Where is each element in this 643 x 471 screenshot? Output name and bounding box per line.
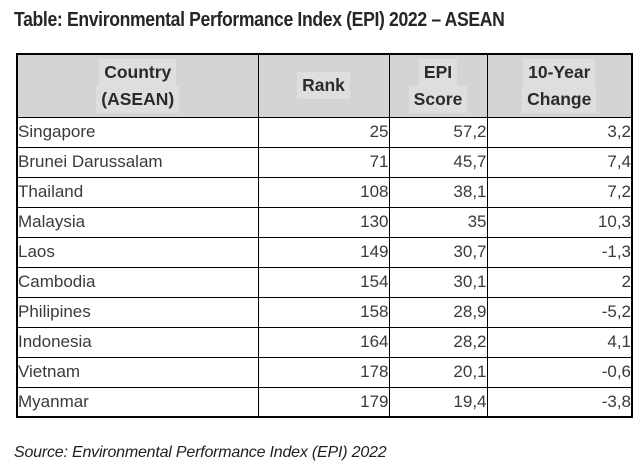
cell-rank: 178 bbox=[257, 356, 390, 388]
table-title: Table: Environmental Performance Index (… bbox=[14, 9, 505, 31]
table-row: Singapore 25 57,2 3,2 bbox=[16, 116, 633, 148]
cell-epi_score: 28,2 bbox=[388, 326, 488, 358]
cell-ten_year_change: 2 bbox=[486, 266, 633, 298]
cell-ten_year_change: 10,3 bbox=[486, 206, 633, 238]
table-row: Cambodia 154 30,1 2 bbox=[16, 266, 633, 298]
cell-rank: 158 bbox=[257, 296, 390, 328]
cell-rank: 179 bbox=[257, 386, 390, 418]
cell-country: Malaysia bbox=[16, 206, 259, 238]
cell-epi_score: 57,2 bbox=[388, 116, 488, 148]
column-header-country: Country (ASEAN) bbox=[16, 53, 259, 118]
cell-country: Thailand bbox=[16, 176, 259, 208]
table-row: Philipines 158 28,9 -5,2 bbox=[16, 296, 633, 328]
table-row: Laos 149 30,7 -1,3 bbox=[16, 236, 633, 268]
cell-rank: 164 bbox=[257, 326, 390, 358]
cell-rank: 149 bbox=[257, 236, 390, 268]
cell-country: Indonesia bbox=[16, 326, 259, 358]
cell-epi_score: 38,1 bbox=[388, 176, 488, 208]
cell-ten_year_change: 7,2 bbox=[486, 176, 633, 208]
cell-ten_year_change: -3,8 bbox=[486, 386, 633, 418]
cell-country: Singapore bbox=[16, 116, 259, 148]
table-row: Myanmar 179 19,4 -3,8 bbox=[16, 386, 633, 418]
cell-epi_score: 30,7 bbox=[388, 236, 488, 268]
cell-rank: 130 bbox=[257, 206, 390, 238]
column-header-label: (ASEAN) bbox=[96, 85, 180, 113]
cell-epi_score: 20,1 bbox=[388, 356, 488, 388]
column-header-rank: Rank bbox=[257, 53, 390, 118]
table-row: Malaysia 130 35 10,3 bbox=[16, 206, 633, 238]
column-header-label: Rank bbox=[297, 72, 350, 100]
table-body: Singapore 25 57,2 3,2 Brunei Darussalam 71 45,… bbox=[16, 116, 633, 418]
cell-ten_year_change: 7,4 bbox=[486, 146, 633, 178]
cell-ten_year_change: -0,6 bbox=[486, 356, 633, 388]
cell-country: Vietnam bbox=[16, 356, 259, 388]
source-note: Source: Environmental Performance Index … bbox=[14, 444, 387, 461]
column-header-label: Change bbox=[522, 85, 597, 113]
table-row: Thailand 108 38,1 7,2 bbox=[16, 176, 633, 208]
column-header-label: EPI bbox=[418, 58, 458, 86]
table-row: Brunei Darussalam 71 45,7 7,4 bbox=[16, 146, 633, 178]
cell-country: Laos bbox=[16, 236, 259, 268]
cell-ten_year_change: 4,1 bbox=[486, 326, 633, 358]
cell-rank: 108 bbox=[257, 176, 390, 208]
cell-epi_score: 45,7 bbox=[388, 146, 488, 178]
cell-country: Cambodia bbox=[16, 266, 259, 298]
column-header-label: Country bbox=[99, 58, 177, 86]
cell-rank: 71 bbox=[257, 146, 390, 178]
table-row: Vietnam 178 20,1 -0,6 bbox=[16, 356, 633, 388]
header-row: Country (ASEAN) Rank EPI Score 10-Year Change bbox=[16, 53, 633, 118]
cell-epi_score: 35 bbox=[388, 206, 488, 238]
table-row: Indonesia 164 28,2 4,1 bbox=[16, 326, 633, 358]
cell-ten_year_change: -5,2 bbox=[486, 296, 633, 328]
epi-table: Country (ASEAN) Rank EPI Score 10-Year Change … bbox=[16, 53, 633, 418]
cell-rank: 154 bbox=[257, 266, 390, 298]
cell-epi_score: 19,4 bbox=[388, 386, 488, 418]
cell-country: Brunei Darussalam bbox=[16, 146, 259, 178]
cell-rank: 25 bbox=[257, 116, 390, 148]
cell-ten_year_change: -1,3 bbox=[486, 236, 633, 268]
table-header: Country (ASEAN) Rank EPI Score 10-Year Change bbox=[16, 53, 633, 118]
column-header-label: 10-Year bbox=[523, 58, 596, 86]
column-header-label: Score bbox=[408, 85, 468, 113]
cell-country: Myanmar bbox=[16, 386, 259, 418]
column-header-ten_year_change: 10-Year Change bbox=[486, 53, 633, 118]
cell-epi_score: 28,9 bbox=[388, 296, 488, 328]
cell-epi_score: 30,1 bbox=[388, 266, 488, 298]
cell-ten_year_change: 3,2 bbox=[486, 116, 633, 148]
column-header-epi_score: EPI Score bbox=[388, 53, 488, 118]
cell-country: Philipines bbox=[16, 296, 259, 328]
